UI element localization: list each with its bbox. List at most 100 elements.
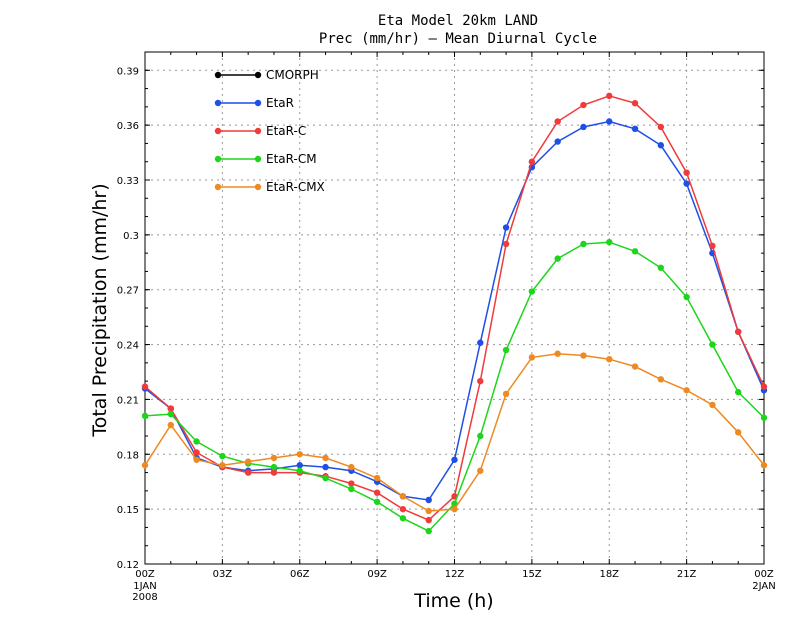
data-point-etar xyxy=(657,142,665,149)
data-point-etar-c xyxy=(760,383,768,390)
data-point-etar-cmx xyxy=(477,467,484,474)
legend-marker xyxy=(254,127,262,135)
data-point-etar-cmx xyxy=(296,451,303,458)
data-point-etar-cm xyxy=(399,515,407,522)
y-tick-label: 0.12 xyxy=(117,560,139,571)
y-tick-label: 0.3 xyxy=(123,231,139,242)
data-point-etar-c xyxy=(244,469,252,476)
y-tick-label: 0.27 xyxy=(117,286,139,297)
y-tick-label: 0.24 xyxy=(117,341,139,352)
data-point-etar-cm xyxy=(709,341,716,348)
data-point-etar-cmx xyxy=(580,352,587,359)
data-point-etar-cmx xyxy=(322,454,329,462)
data-point-etar-cmx xyxy=(270,454,278,462)
data-point-etar-cm xyxy=(554,255,561,262)
data-point-etar-cm xyxy=(167,410,174,418)
plot-frame xyxy=(144,51,765,565)
data-point-etar-cmx xyxy=(219,462,226,469)
data-point-etar-cm xyxy=(348,485,355,493)
legend-marker xyxy=(254,71,262,79)
data-point-etar-cm xyxy=(735,388,742,396)
legend-marker xyxy=(254,183,262,191)
x-tick-label: 15Z xyxy=(522,569,542,580)
x-tick-label: 18Z xyxy=(599,569,619,580)
data-point-etar-c xyxy=(580,101,587,109)
data-point-etar-cmx xyxy=(502,390,510,398)
legend-marker xyxy=(214,183,222,191)
grid-lines xyxy=(145,52,764,564)
chart-title-line1: Eta Model 20km LAND xyxy=(378,13,538,29)
y-tick-label: 0.18 xyxy=(117,450,139,461)
x-axis-label: Time (h) xyxy=(413,590,493,612)
x-tick-label: 03Z xyxy=(213,569,233,580)
x-date-label: 2JAN xyxy=(752,581,775,592)
legend-label: EtaR-CMX xyxy=(266,180,325,194)
axis-ticks: 0.12 0.15 0.18 0.21 0.24 0.27 0.3 0.33 0.36 0.39 0… xyxy=(117,51,776,603)
data-point-etar-c xyxy=(528,158,536,165)
data-point-etar-c xyxy=(735,328,742,335)
x-tick-label: 00Z xyxy=(754,569,774,580)
x-tick-label: 09Z xyxy=(367,569,387,580)
data-point-etar xyxy=(451,456,458,463)
legend-label: EtaR xyxy=(266,96,294,110)
data-point-etar-cmx xyxy=(709,401,716,409)
data-point-etar-cmx xyxy=(167,421,174,429)
data-point-etar-c xyxy=(167,405,174,412)
data-point-etar-cm xyxy=(193,438,200,445)
data-point-etar-cm xyxy=(219,452,226,460)
data-point-etar-cmx xyxy=(528,354,536,361)
data-point-etar-cmx xyxy=(399,493,407,500)
data-point-etar-cmx xyxy=(451,505,458,513)
chart-title-line2: Prec (mm/hr) — Mean Diurnal Cycle xyxy=(319,31,597,47)
legend-marker xyxy=(214,99,222,107)
data-point-etar-c xyxy=(502,240,510,248)
data-point-etar-cmx xyxy=(606,356,613,363)
x-date-label: 1JAN xyxy=(133,581,156,592)
data-point-etar-cmx xyxy=(373,474,381,482)
data-point-etar xyxy=(502,224,510,231)
data-point-etar-c xyxy=(348,480,355,487)
data-point-etar-c xyxy=(477,377,484,385)
y-tick-label: 0.15 xyxy=(117,505,139,516)
data-point-etar-cmx xyxy=(735,429,742,436)
data-point-etar xyxy=(477,339,484,346)
legend-marker xyxy=(254,155,262,163)
y-tick-label: 0.36 xyxy=(117,121,139,132)
data-point-etar xyxy=(296,462,303,469)
data-point-etar-c xyxy=(554,118,561,125)
legend-marker xyxy=(214,71,222,79)
series-lines xyxy=(141,92,768,535)
legend-marker xyxy=(254,99,262,107)
data-point-etar-cmx xyxy=(760,462,768,469)
data-point-etar-cm xyxy=(322,474,329,482)
data-point-etar-cm xyxy=(373,498,381,506)
data-point-etar xyxy=(554,138,561,145)
data-point-etar-cmx xyxy=(141,462,149,469)
legend-marker xyxy=(214,127,222,135)
data-point-etar-c xyxy=(606,92,613,100)
data-point-etar-cm xyxy=(631,248,639,255)
data-point-etar-cm xyxy=(683,293,690,301)
data-point-etar xyxy=(683,180,690,187)
data-point-etar-cmx xyxy=(554,350,561,357)
legend-marker xyxy=(214,155,222,163)
data-point-etar-cm xyxy=(528,288,536,295)
data-point-etar-c xyxy=(193,449,200,456)
data-point-etar-c xyxy=(631,100,639,107)
y-axis-label: Total Precipitation (mm/hr) xyxy=(89,183,111,437)
legend-label: CMORPH xyxy=(266,68,319,82)
data-point-etar xyxy=(631,125,639,132)
data-point-etar-cm xyxy=(760,414,768,421)
y-tick-label: 0.39 xyxy=(117,66,139,77)
data-point-etar-c xyxy=(709,242,716,250)
data-point-etar xyxy=(322,463,329,471)
y-tick-label: 0.33 xyxy=(117,176,139,187)
data-point-etar-cm xyxy=(141,412,149,420)
legend-label: EtaR-C xyxy=(266,124,306,138)
data-point-etar-cm xyxy=(270,463,278,471)
x-tick-label: 12Z xyxy=(445,569,465,580)
data-point-etar-cm xyxy=(451,500,458,507)
legend: CMORPH EtaR EtaR-C EtaR-CM EtaR-CMX xyxy=(214,68,325,194)
data-point-etar-cmx xyxy=(244,458,252,465)
data-point-etar-c xyxy=(425,516,432,524)
